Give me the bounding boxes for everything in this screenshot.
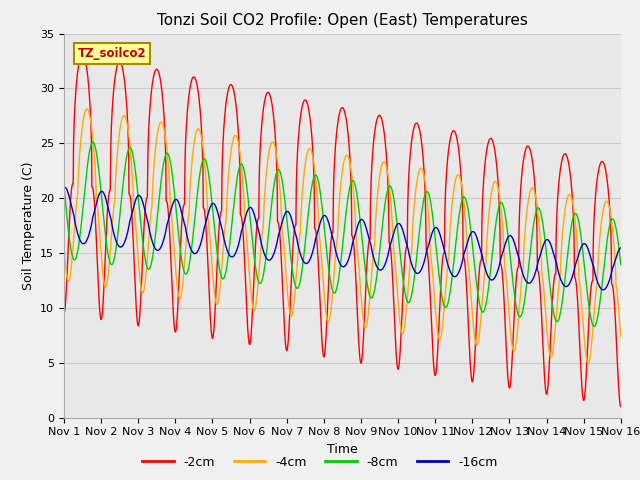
-2cm [298,105,306,111]
-16cm [546,240,554,246]
-4cm [617,334,625,340]
Y-axis label: Soil Temperature (C): Soil Temperature (C) [22,161,35,290]
-16cm [606,275,614,281]
-8cm [617,262,625,267]
-4cm [157,120,164,125]
-16cm [274,236,282,242]
-4cm [124,124,132,130]
-16cm [157,245,164,251]
-16cm [60,185,68,191]
-2cm [157,79,164,85]
-4cm [60,244,68,250]
-4cm [606,209,614,215]
-2cm [617,404,625,409]
-2cm [606,212,614,217]
-4cm [298,197,306,203]
Text: TZ_soilco2: TZ_soilco2 [78,47,147,60]
Line: -8cm: -8cm [64,142,621,326]
-8cm [590,324,598,329]
-16cm [617,245,625,251]
-2cm [124,120,132,126]
-2cm [274,219,282,225]
-16cm [61,184,68,190]
-8cm [606,220,614,226]
Title: Tonzi Soil CO2 Profile: Open (East) Temperatures: Tonzi Soil CO2 Profile: Open (East) Temp… [157,13,528,28]
-4cm [584,360,592,366]
-8cm [546,284,554,290]
Line: -2cm: -2cm [64,54,621,407]
-8cm [89,139,97,145]
-4cm [546,353,554,359]
-2cm [79,51,86,57]
-16cm [298,255,306,261]
-8cm [274,167,282,173]
-4cm [83,106,91,112]
-8cm [157,181,164,187]
-16cm [599,287,607,293]
-2cm [60,311,68,316]
-4cm [274,161,282,167]
-8cm [298,268,306,274]
Legend: -2cm, -4cm, -8cm, -16cm: -2cm, -4cm, -8cm, -16cm [138,451,502,474]
Line: -16cm: -16cm [64,187,621,290]
-2cm [546,346,554,352]
-8cm [60,184,68,190]
-8cm [124,149,132,155]
Line: -4cm: -4cm [64,109,621,363]
X-axis label: Time: Time [327,443,358,456]
-16cm [124,229,132,235]
